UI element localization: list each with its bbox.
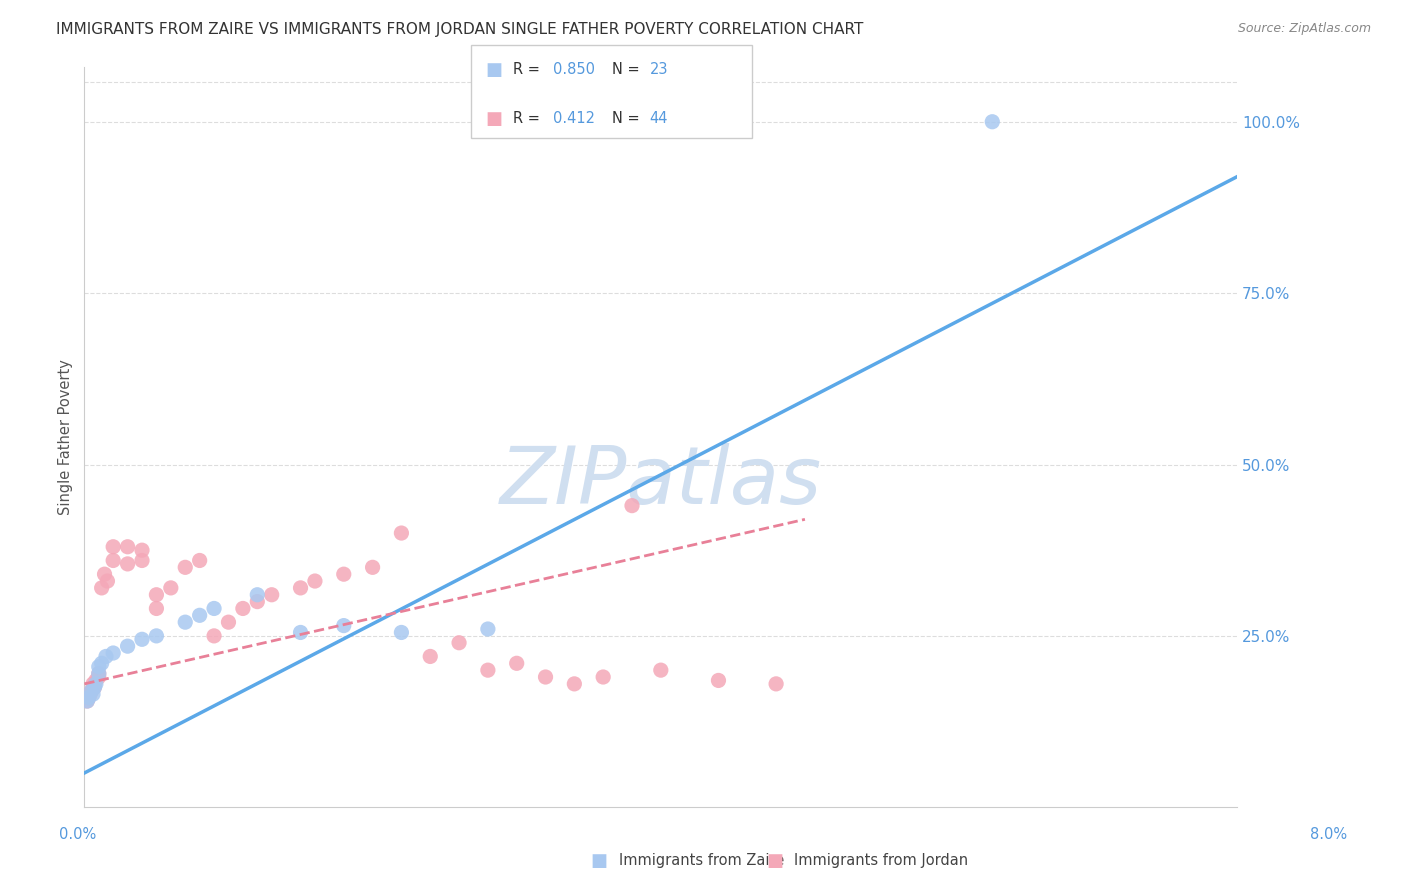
Text: ■: ■ — [485, 61, 502, 78]
Text: Source: ZipAtlas.com: Source: ZipAtlas.com — [1237, 22, 1371, 36]
Text: 0.412: 0.412 — [553, 112, 595, 126]
Point — [96, 574, 118, 588]
Point — [534, 670, 557, 684]
Point — [80, 683, 103, 698]
Point — [94, 649, 117, 664]
Point — [82, 687, 104, 701]
Point — [160, 581, 183, 595]
Point — [103, 540, 124, 554]
Point — [103, 646, 124, 660]
Point — [87, 659, 110, 673]
Point — [592, 670, 614, 684]
Point — [145, 588, 167, 602]
Point — [174, 560, 197, 574]
Point — [765, 677, 787, 691]
Text: N =: N = — [612, 112, 644, 126]
Point — [506, 657, 529, 671]
Text: R =: R = — [513, 62, 544, 77]
Point — [87, 666, 110, 681]
Text: ZIPatlas: ZIPatlas — [499, 442, 823, 521]
Point — [564, 677, 586, 691]
Point — [188, 553, 211, 567]
Y-axis label: Single Father Poverty: Single Father Poverty — [58, 359, 73, 515]
Point — [218, 615, 240, 630]
Point — [260, 588, 283, 602]
Point — [333, 618, 356, 632]
Point — [981, 114, 1004, 128]
Point — [90, 657, 112, 671]
Point — [477, 622, 499, 636]
Text: ■: ■ — [485, 110, 502, 128]
Point — [79, 687, 101, 701]
Point — [117, 557, 139, 571]
Point — [650, 663, 672, 677]
Point — [76, 694, 98, 708]
Text: 0.0%: 0.0% — [59, 827, 96, 841]
Point — [391, 625, 413, 640]
Point — [202, 629, 225, 643]
Point — [391, 526, 413, 541]
Point — [449, 636, 471, 650]
Point — [707, 673, 730, 688]
Text: Immigrants from Zaire: Immigrants from Zaire — [619, 854, 785, 868]
Point — [304, 574, 326, 588]
Point — [477, 663, 499, 677]
Point — [83, 681, 105, 695]
Point — [232, 601, 254, 615]
Point — [76, 694, 98, 708]
Text: ■: ■ — [766, 852, 783, 870]
Point — [117, 540, 139, 554]
Point — [93, 567, 115, 582]
Point — [80, 683, 103, 698]
Point — [419, 649, 441, 664]
Point — [333, 567, 356, 582]
Text: 0.850: 0.850 — [553, 62, 595, 77]
Text: IMMIGRANTS FROM ZAIRE VS IMMIGRANTS FROM JORDAN SINGLE FATHER POVERTY CORRELATIO: IMMIGRANTS FROM ZAIRE VS IMMIGRANTS FROM… — [56, 22, 863, 37]
Text: ■: ■ — [591, 852, 607, 870]
Point — [82, 677, 104, 691]
Text: 23: 23 — [650, 62, 668, 77]
Point — [131, 543, 153, 558]
Point — [202, 601, 225, 615]
Point — [290, 625, 312, 640]
Point — [77, 690, 100, 705]
Point — [361, 560, 384, 574]
Text: 8.0%: 8.0% — [1310, 827, 1347, 841]
Point — [174, 615, 197, 630]
Point — [77, 690, 100, 705]
Point — [131, 632, 153, 647]
Point — [246, 588, 269, 602]
Point — [246, 594, 269, 608]
Text: R =: R = — [513, 112, 544, 126]
Point — [145, 601, 167, 615]
Text: N =: N = — [612, 62, 644, 77]
Point — [188, 608, 211, 623]
Point — [90, 581, 112, 595]
Point — [84, 673, 107, 688]
Point — [83, 681, 105, 695]
Point — [145, 629, 167, 643]
Point — [290, 581, 312, 595]
Point — [117, 639, 139, 653]
Point — [103, 553, 124, 567]
Point — [131, 553, 153, 567]
Point — [84, 677, 107, 691]
Text: Immigrants from Jordan: Immigrants from Jordan — [794, 854, 969, 868]
Point — [621, 499, 644, 513]
Text: 44: 44 — [650, 112, 668, 126]
Point — [87, 670, 110, 684]
Point — [87, 666, 110, 681]
